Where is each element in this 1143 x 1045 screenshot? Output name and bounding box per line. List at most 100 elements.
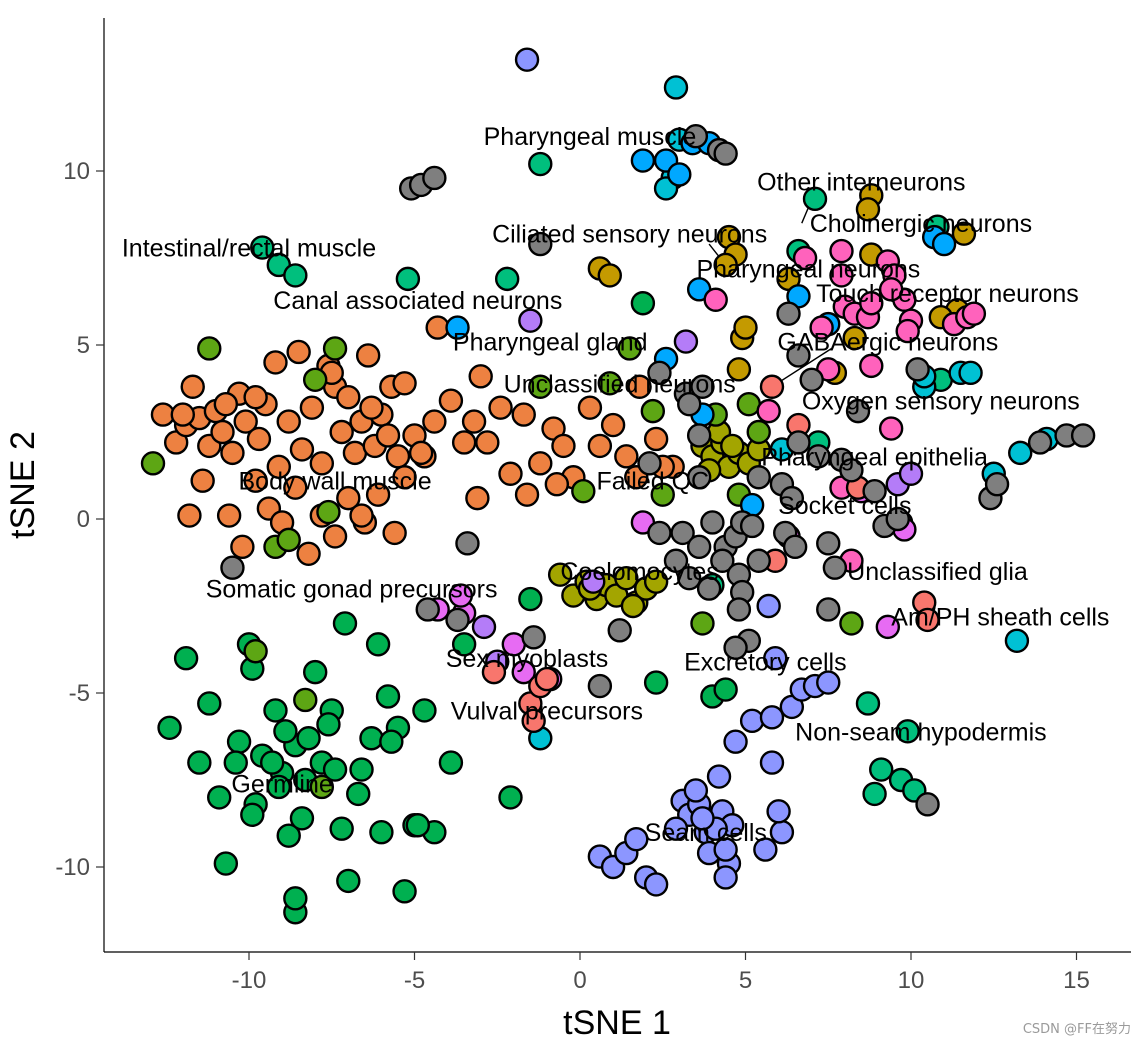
cluster-label: Unclassified neurons [504,370,736,398]
scatter-point [299,395,325,420]
scatter-point [283,886,308,911]
scatter-point [296,726,321,751]
cluster-label: Somatic gonad precursors [206,576,498,604]
scatter-point [670,520,695,546]
scatter-point [723,729,748,754]
scatter-point [792,245,818,271]
scatter-point [405,813,431,838]
scatter-point [627,374,652,399]
scatter-point [643,426,669,452]
scatter-point [696,576,722,601]
scatter-point [259,750,285,775]
scatter-point [690,806,715,831]
scatter-point [392,465,417,490]
scatter-point [329,816,354,841]
scatter-point [243,468,268,493]
cluster-label: Excretory cells [684,649,847,677]
scatter-point [829,238,854,264]
scatter-point [839,611,864,636]
scatter-point [587,433,613,459]
scatter-point [395,266,421,292]
scatter-point [746,419,771,445]
scatter-point [617,336,642,361]
x-tick-label: -10 [232,967,267,994]
cluster-label: Seam cells [645,819,767,847]
scatter-point [723,635,748,660]
scatter-point [643,872,669,897]
scatter-point [392,371,417,396]
scatter-point [855,197,881,222]
scatter-point [273,719,298,744]
scatter-point [448,583,474,608]
scatter-point [713,141,738,166]
scatter-point [412,698,437,723]
scatter-point [713,252,738,278]
scatter-point [336,868,361,894]
x-tick-label: 5 [739,967,752,994]
cluster-label: Non-seam hypodermis [795,718,1047,746]
scatter-point [518,308,543,333]
scatter-point [816,531,841,556]
data-points [140,47,1096,925]
scatter-point [686,465,712,490]
scatter-point [885,506,910,532]
scatter-point [753,837,778,862]
scatter-point [1008,440,1033,466]
cluster-label: Sex myoblasts [446,645,609,673]
scatter-point [984,472,1010,497]
scatter-point [915,607,940,633]
scatter-point [518,586,543,612]
scatter-point [521,708,546,734]
scatter-point [845,398,871,424]
scatter-point [289,437,315,462]
scatter-point [379,729,404,754]
scatter-point [759,374,785,399]
scatter-point [614,444,639,469]
scatter-point [455,531,480,556]
scatter-point [842,325,867,351]
scatter-point [802,186,828,212]
scatter-point [438,750,464,775]
scatter-point [690,374,715,399]
scatter-point [303,367,328,392]
scatter-point [223,750,248,775]
scatter-point [776,301,801,326]
scatter-point [703,287,728,312]
scatter-point [878,277,904,302]
cluster-labels: Pharyngeal muscle Other interneurons Cilia… [122,123,1110,847]
scatter-point [859,291,884,316]
scatter-point [577,395,603,420]
scatter-point [246,426,272,452]
scatter-point [822,555,848,580]
scatter-point [713,865,738,890]
scatter-point [581,569,606,594]
scatter-point [276,409,301,434]
scatter-point [230,534,255,560]
scatter-point [475,430,500,455]
scatter-point [528,451,553,476]
y-tick-label: -10 [55,854,90,881]
scatter-point [511,659,536,685]
scatter-point [600,412,626,438]
scatter-point [746,465,771,490]
scatter-point [647,360,672,386]
y-tick-label: 10 [63,158,90,185]
scatter-point [385,444,411,469]
scatter-point [528,231,553,257]
scatter-point [597,263,622,288]
scatter-point [283,475,308,500]
cluster-label: Pharyngeal epithelia [761,443,988,471]
scatter-point [630,148,656,173]
scatter-point [177,503,202,528]
scatter-point [816,670,841,695]
scatter-point [197,691,222,716]
scatter-point [243,385,268,410]
scatter-point [643,670,669,695]
scatter-point [422,409,447,434]
y-tick-label: 5 [77,332,90,359]
scatter-point [465,485,490,511]
scatter-point [895,719,920,744]
scatter-point [786,343,811,368]
scatter-point [630,291,656,316]
scatter-point [226,729,252,754]
